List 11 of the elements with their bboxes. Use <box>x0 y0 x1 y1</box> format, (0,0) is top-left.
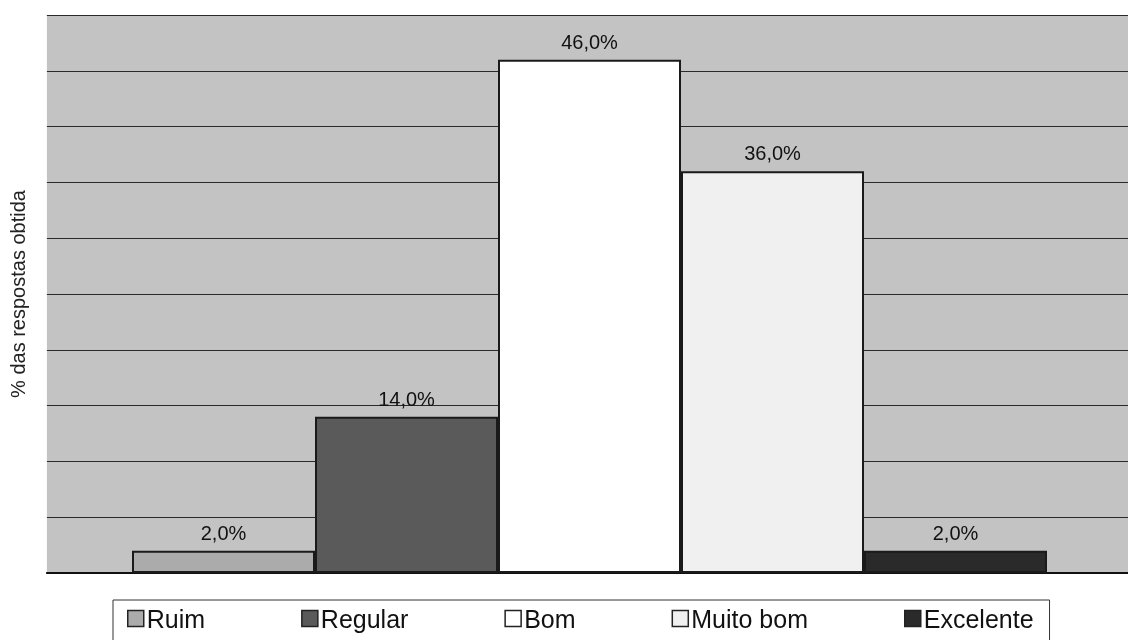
legend-label: Regular <box>320 604 409 633</box>
legend-label: Ruim <box>146 604 206 633</box>
legend-label: Excelente <box>923 604 1034 633</box>
legend-label: Muito bom <box>691 604 809 633</box>
data-label: 14,0% <box>378 387 436 410</box>
data-label: 2,0% <box>932 521 979 544</box>
data-label: 36,0% <box>744 142 802 165</box>
legend-label: Bom <box>524 604 576 633</box>
y-axis-title: % das respostas obtida <box>7 189 29 398</box>
data-label: 2,0% <box>200 521 247 544</box>
data-label: 46,0% <box>561 30 619 53</box>
